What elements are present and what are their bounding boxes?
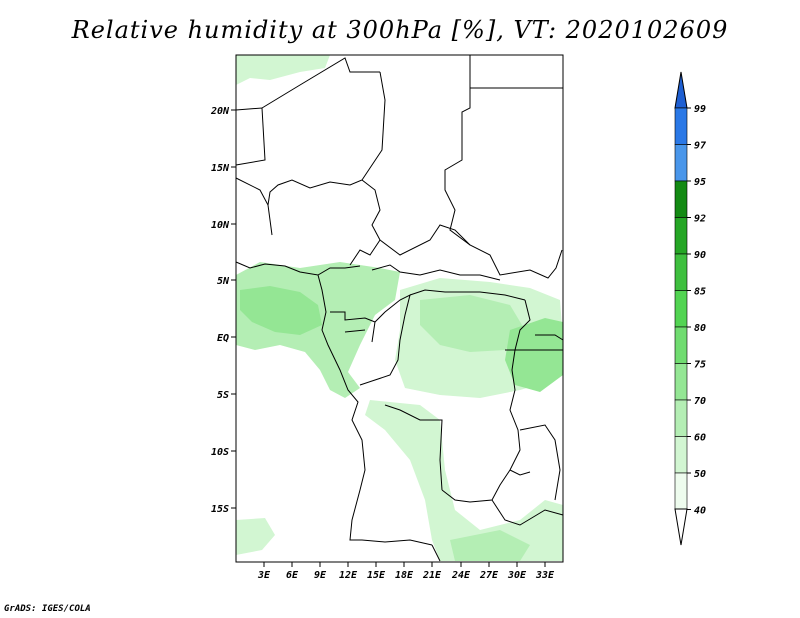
- colorbar-label: 80: [694, 323, 706, 334]
- lat-label: 5S: [217, 390, 229, 401]
- humidity-region-southwest: [236, 518, 275, 555]
- humidity-region-lakes: [505, 318, 563, 392]
- lon-label: 27E: [479, 570, 499, 581]
- humidity-region-congo-core: [420, 295, 525, 352]
- lon-label: 9E: [314, 570, 327, 581]
- colorbar-box: [674, 144, 688, 182]
- colorbar-label: 95: [694, 177, 706, 188]
- lat-label: 20N: [210, 106, 230, 117]
- colorbar-label: 50: [694, 469, 706, 480]
- lon-label: 3E: [257, 570, 271, 581]
- colorbar-label: 97: [694, 141, 706, 152]
- colorbar-label: 70: [694, 396, 706, 407]
- lat-label: EQ: [217, 333, 229, 344]
- lat-label: 15S: [211, 504, 229, 515]
- colorbar-box: [674, 399, 688, 437]
- lat-label: 5N: [217, 276, 230, 287]
- lon-label: 15E: [367, 570, 386, 581]
- lon-label: 12E: [339, 570, 358, 581]
- lon-label: 21E: [422, 570, 442, 581]
- colorbar-box: [674, 107, 688, 145]
- humidity-region-south: [365, 400, 563, 561]
- colorbar-box: [674, 217, 688, 255]
- colorbar-label: 99: [694, 104, 706, 115]
- grads-credit: GrADS: IGES/COLA: [4, 604, 91, 614]
- colorbar-label: 40: [694, 506, 706, 517]
- humidity-region-north-strip: [236, 55, 330, 85]
- map-frame: [235, 54, 564, 563]
- colorbar-label: 85: [694, 287, 706, 298]
- colorbar-bottom-arrow: [674, 508, 688, 546]
- humidity-shading: [236, 55, 563, 561]
- colorbar-box: [674, 472, 688, 510]
- lon-label: 30E: [507, 570, 527, 581]
- colorbar-box: [674, 290, 688, 328]
- lat-label: 15N: [211, 163, 230, 174]
- humidity-region-south-core: [450, 530, 530, 561]
- colorbar-label: 90: [694, 250, 706, 261]
- lon-label: 18E: [395, 570, 414, 581]
- humidity-region-gulf-core: [240, 286, 322, 335]
- lon-label: 6E: [286, 570, 299, 581]
- lon-label: 24E: [451, 570, 471, 581]
- colorbar-box: [674, 436, 688, 474]
- colorbar-label: 75: [694, 360, 706, 371]
- colorbar-labels: 99 97 95 92 90 85 80 75 70 60 50 40: [687, 104, 706, 517]
- colorbar-box: [674, 253, 688, 291]
- colorbar-boxes: [674, 107, 688, 510]
- longitude-axis: 3E 6E 9E 12E 15E 18E 21E 24E 27E 30E 33E: [257, 562, 555, 581]
- latitude-axis: 20N 15N 10N 5N EQ 5S 10S 15S: [210, 106, 236, 515]
- colorbar-top-arrow: [674, 71, 688, 109]
- country-borders: [235, 55, 564, 562]
- colorbar: 99 97 95 92 90 85 80 75 70 60 50 40: [674, 71, 706, 546]
- colorbar-box: [674, 180, 688, 218]
- lon-label: 33E: [535, 570, 555, 581]
- colorbar-box: [674, 363, 688, 401]
- colorbar-box: [674, 326, 688, 364]
- colorbar-label: 92: [694, 214, 706, 225]
- lat-label: 10S: [211, 447, 229, 458]
- humidity-region-west-coast: [236, 262, 400, 398]
- map-title: Relative humidity at 300hPa [%], VT: 202…: [71, 16, 729, 44]
- colorbar-label: 60: [694, 433, 706, 444]
- lat-label: 10N: [211, 220, 230, 231]
